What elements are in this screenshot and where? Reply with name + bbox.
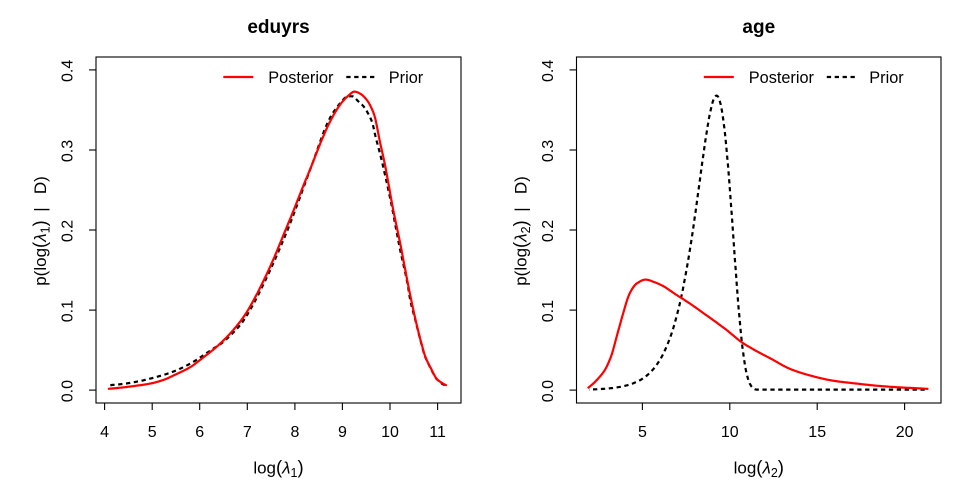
svg-text:0.4: 0.4 <box>60 60 77 82</box>
svg-text:0.1: 0.1 <box>60 300 77 322</box>
svg-text:0.1: 0.1 <box>540 300 557 322</box>
svg-text:log(λ2): log(λ2) <box>734 457 784 480</box>
svg-text:7: 7 <box>243 424 252 441</box>
svg-text:0.3: 0.3 <box>60 140 77 162</box>
svg-text:20: 20 <box>896 424 914 441</box>
svg-text:log(λ1): log(λ1) <box>253 457 303 480</box>
svg-text:Posterior: Posterior <box>268 69 334 87</box>
svg-text:0.3: 0.3 <box>540 140 557 162</box>
svg-text:Prior: Prior <box>389 69 424 87</box>
svg-text:age: age <box>742 17 775 38</box>
svg-text:5: 5 <box>638 424 647 441</box>
svg-text:0.2: 0.2 <box>60 220 77 242</box>
svg-text:eduyrs: eduyrs <box>247 17 309 38</box>
svg-text:5: 5 <box>148 424 157 441</box>
svg-text:0.2: 0.2 <box>540 220 557 242</box>
svg-text:0.4: 0.4 <box>540 60 557 82</box>
svg-text:10: 10 <box>721 424 739 441</box>
svg-text:4: 4 <box>100 424 109 441</box>
svg-text:10: 10 <box>381 424 399 441</box>
svg-text:11: 11 <box>429 424 446 441</box>
svg-text:9: 9 <box>338 424 347 441</box>
svg-text:Posterior: Posterior <box>749 69 815 87</box>
svg-text:p(log(λ1) | D): p(log(λ1) | D) <box>29 176 53 286</box>
svg-text:0.0: 0.0 <box>540 380 557 402</box>
svg-text:15: 15 <box>808 424 826 441</box>
svg-text:6: 6 <box>195 424 204 441</box>
svg-text:0.0: 0.0 <box>60 380 77 402</box>
svg-text:p(log(λ2) | D): p(log(λ2) | D) <box>510 176 534 286</box>
svg-text:8: 8 <box>290 424 299 441</box>
svg-text:Prior: Prior <box>869 69 904 87</box>
